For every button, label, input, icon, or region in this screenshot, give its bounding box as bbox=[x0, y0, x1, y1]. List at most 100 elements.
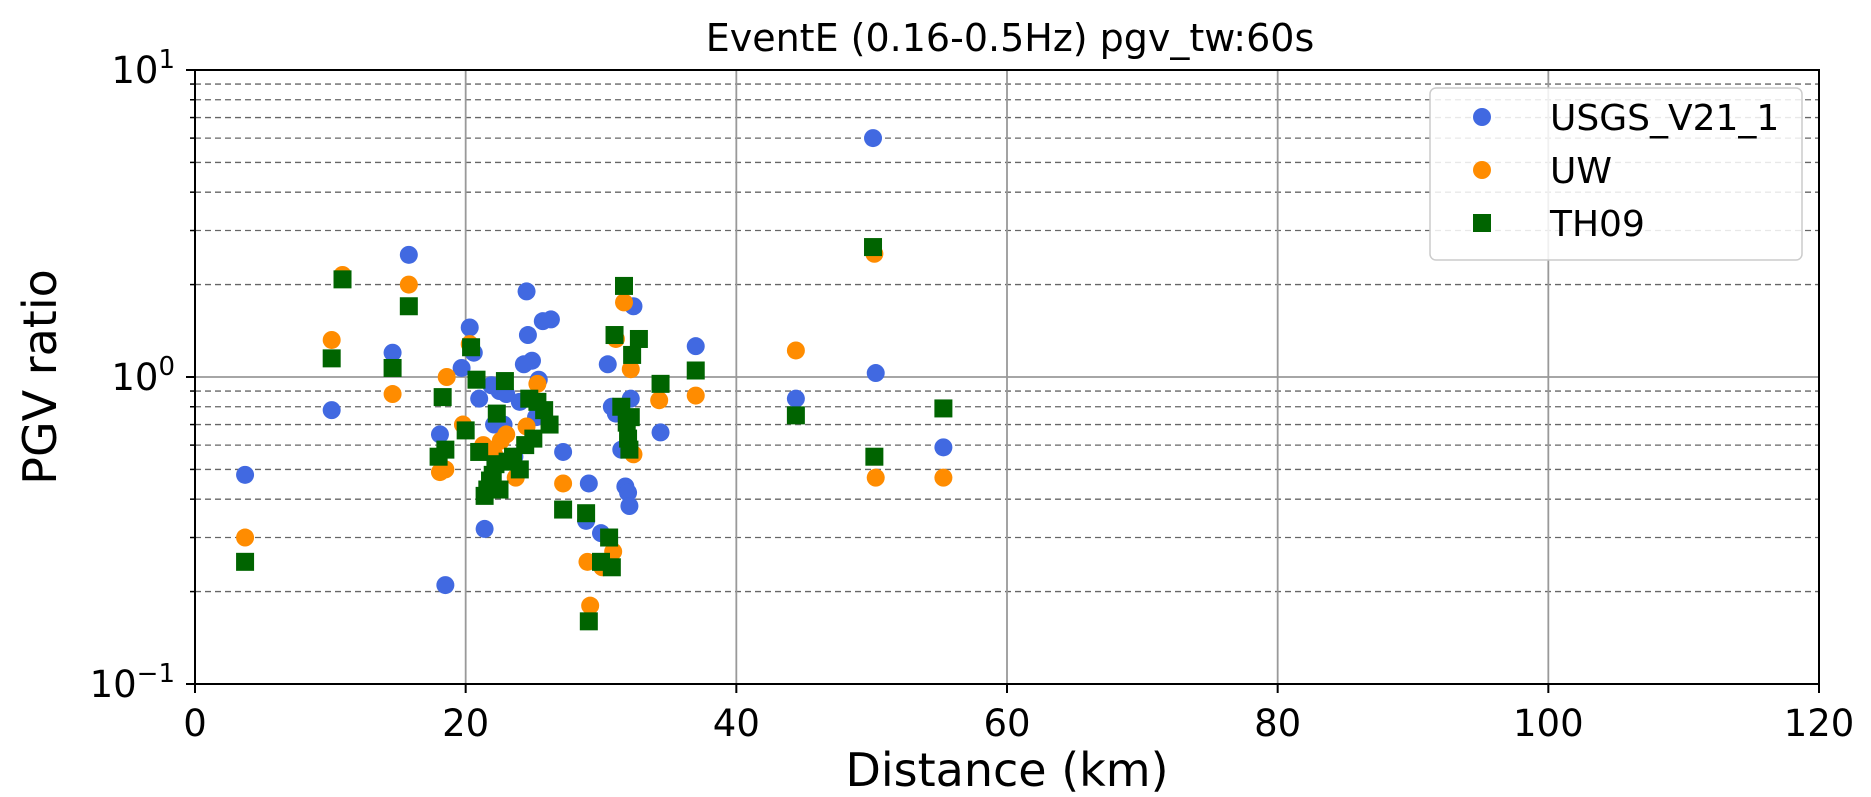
point-usgs-v21-1 bbox=[436, 576, 455, 595]
point-uw bbox=[578, 552, 597, 571]
x-tick-label: 80 bbox=[1254, 702, 1301, 745]
legend-box bbox=[1429, 87, 1803, 261]
point-usgs-v21-1 bbox=[866, 364, 885, 383]
point-usgs-v21-1 bbox=[518, 326, 537, 345]
point-th09 bbox=[615, 276, 634, 295]
point-usgs-v21-1 bbox=[541, 310, 560, 329]
point-th09 bbox=[864, 238, 883, 257]
point-th09 bbox=[322, 349, 341, 368]
x-tick-label: 100 bbox=[1513, 702, 1584, 745]
point-usgs-v21-1 bbox=[786, 389, 805, 408]
point-usgs-v21-1 bbox=[522, 351, 541, 370]
point-th09 bbox=[510, 460, 529, 479]
x-tick-label: 60 bbox=[983, 702, 1030, 745]
point-th09 bbox=[620, 440, 639, 459]
point-th09 bbox=[600, 528, 619, 547]
point-th09 bbox=[456, 421, 475, 440]
point-th09 bbox=[623, 345, 642, 364]
legend: USGS_V21_1 UW TH09 bbox=[1429, 87, 1803, 261]
point-th09 bbox=[383, 358, 402, 377]
point-uw bbox=[383, 385, 402, 404]
point-usgs-v21-1 bbox=[864, 129, 883, 148]
legend-marker bbox=[1473, 214, 1491, 232]
x-axis-label: Distance (km) bbox=[845, 743, 1168, 797]
point-th09 bbox=[577, 504, 596, 523]
point-usgs-v21-1 bbox=[430, 425, 449, 444]
y-tick-label: 10−1 bbox=[90, 659, 175, 706]
x-tick-label: 40 bbox=[713, 702, 760, 745]
legend-label: UW bbox=[1550, 151, 1612, 192]
point-th09 bbox=[865, 447, 884, 466]
point-uw bbox=[236, 528, 255, 547]
point-th09 bbox=[540, 415, 559, 434]
x-tick-label: 20 bbox=[442, 702, 489, 745]
point-uw bbox=[934, 468, 953, 487]
point-usgs-v21-1 bbox=[619, 483, 638, 502]
point-usgs-v21-1 bbox=[517, 282, 536, 301]
point-usgs-v21-1 bbox=[651, 423, 670, 442]
point-th09 bbox=[462, 338, 481, 357]
data-points bbox=[236, 129, 953, 631]
point-uw bbox=[399, 275, 418, 294]
point-th09 bbox=[579, 612, 598, 631]
x-tick-label: 0 bbox=[183, 702, 207, 745]
legend-label: USGS_V21_1 bbox=[1550, 98, 1779, 139]
point-usgs-v21-1 bbox=[579, 474, 598, 493]
point-usgs-v21-1 bbox=[475, 519, 494, 538]
point-usgs-v21-1 bbox=[470, 389, 489, 408]
point-th09 bbox=[470, 442, 489, 461]
point-uw bbox=[650, 391, 669, 410]
point-usgs-v21-1 bbox=[686, 337, 705, 356]
point-th09 bbox=[495, 372, 514, 391]
point-uw bbox=[581, 596, 600, 615]
point-uw bbox=[786, 341, 805, 360]
y-axis-label: PGV ratio bbox=[13, 269, 67, 485]
point-th09 bbox=[934, 399, 953, 418]
point-th09 bbox=[621, 408, 640, 427]
point-th09 bbox=[602, 558, 621, 577]
point-usgs-v21-1 bbox=[934, 438, 953, 457]
point-th09 bbox=[333, 270, 352, 289]
legend-label: TH09 bbox=[1549, 204, 1645, 245]
point-th09 bbox=[686, 361, 705, 380]
point-usgs-v21-1 bbox=[598, 355, 617, 374]
point-th09 bbox=[433, 388, 452, 407]
point-uw bbox=[497, 425, 516, 444]
point-usgs-v21-1 bbox=[460, 318, 479, 337]
point-uw bbox=[437, 368, 456, 386]
point-uw bbox=[528, 374, 547, 393]
point-usgs-v21-1 bbox=[383, 343, 402, 362]
point-uw bbox=[621, 360, 640, 379]
point-usgs-v21-1 bbox=[322, 401, 341, 420]
point-th09 bbox=[629, 329, 648, 348]
point-th09 bbox=[786, 406, 805, 425]
legend-marker bbox=[1473, 108, 1491, 126]
point-usgs-v21-1 bbox=[236, 465, 255, 484]
point-th09 bbox=[554, 500, 573, 519]
legend-marker bbox=[1473, 161, 1491, 179]
point-th09 bbox=[399, 297, 418, 316]
point-usgs-v21-1 bbox=[620, 497, 639, 516]
axis-ticks: 0 20 40 60 80 100 120 10−1 100 101 bbox=[90, 45, 1855, 745]
point-uw bbox=[866, 468, 885, 487]
point-th09 bbox=[524, 429, 543, 448]
y-tick-label: 100 bbox=[111, 352, 175, 399]
point-th09 bbox=[467, 370, 486, 389]
point-th09 bbox=[487, 404, 506, 423]
chart-title: EventE (0.16-0.5Hz) pgv_tw:60s bbox=[706, 16, 1315, 60]
point-usgs-v21-1 bbox=[554, 442, 573, 461]
point-uw bbox=[615, 293, 634, 312]
point-uw bbox=[322, 330, 341, 349]
point-usgs-v21-1 bbox=[452, 358, 471, 377]
y-tick-label: 101 bbox=[111, 45, 175, 92]
point-th09 bbox=[236, 552, 255, 571]
point-th09 bbox=[535, 401, 554, 420]
point-uw bbox=[554, 474, 573, 493]
point-th09 bbox=[436, 440, 455, 459]
point-th09 bbox=[605, 326, 624, 345]
point-th09 bbox=[651, 374, 670, 393]
x-tick-label: 120 bbox=[1784, 702, 1855, 745]
point-th09 bbox=[490, 480, 509, 499]
point-uw bbox=[686, 386, 705, 405]
